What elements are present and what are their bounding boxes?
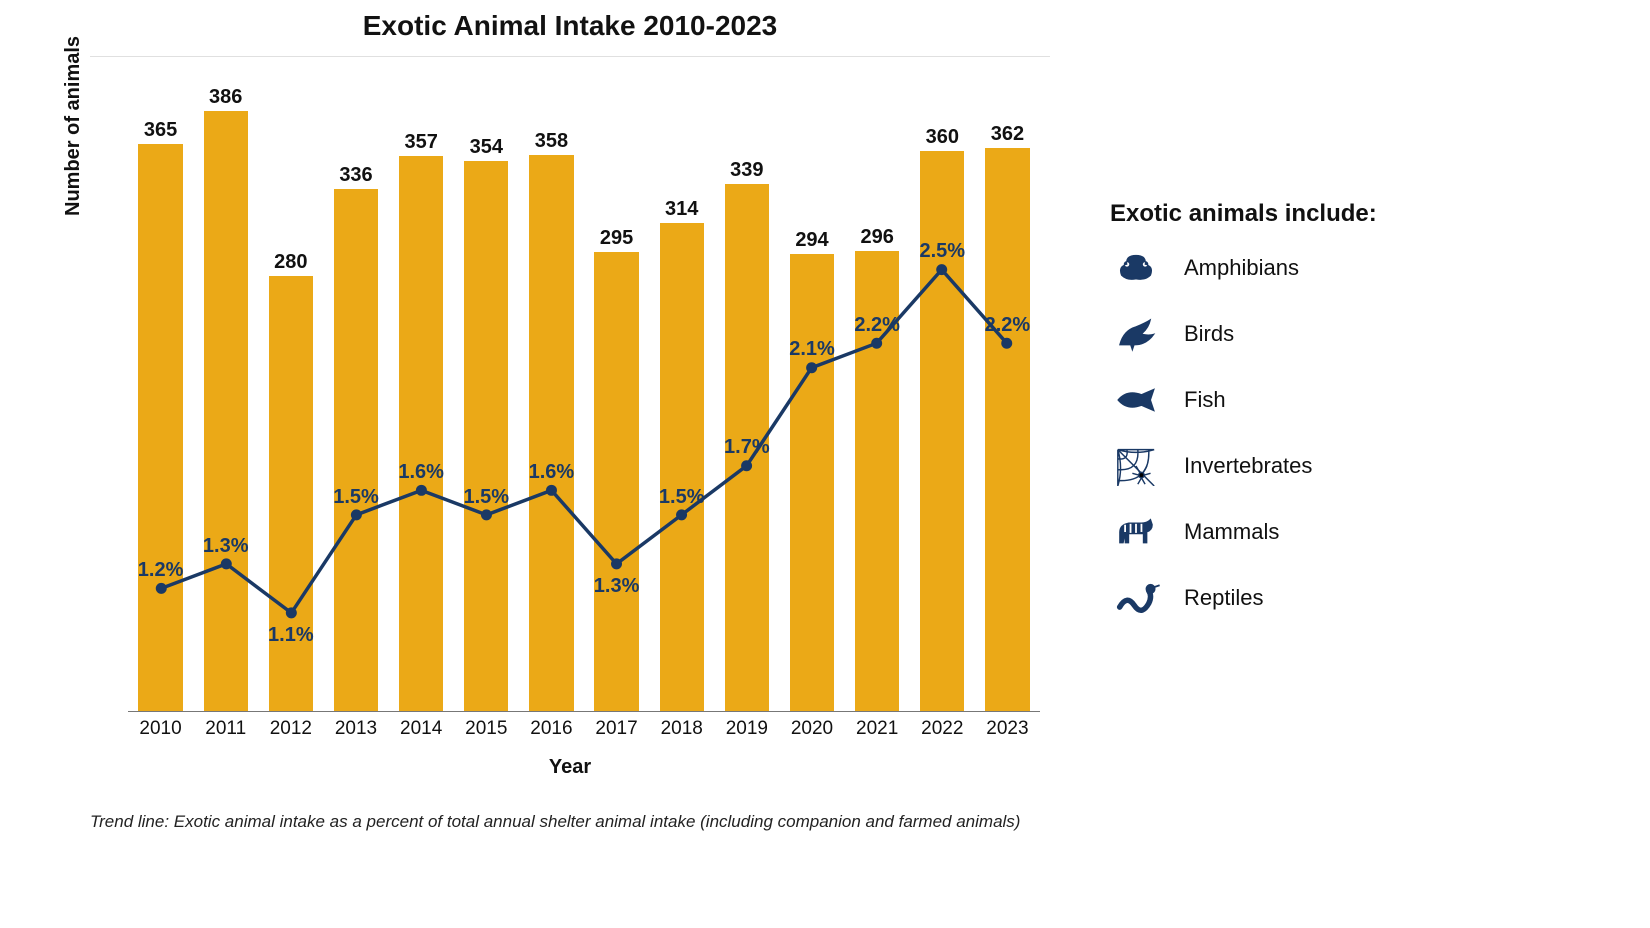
bar — [594, 252, 638, 711]
zebra-icon — [1110, 510, 1162, 554]
frog-icon — [1110, 246, 1162, 290]
web-icon — [1110, 444, 1162, 488]
bar-value-label: 386 — [209, 86, 242, 109]
bar-value-label: 314 — [665, 198, 698, 221]
legend-title: Exotic animals include: — [1110, 200, 1530, 228]
legend: Exotic animals include: Amphibians Birds F… — [1110, 200, 1530, 642]
legend-items: Amphibians Birds Fish Invertebrates Mammals R… — [1110, 246, 1530, 620]
bar — [985, 148, 1029, 711]
bar-value-label: 295 — [600, 227, 633, 250]
x-tick-label: 2015 — [465, 718, 507, 740]
chart-title: Exotic Animal Intake 2010-2023 — [90, 10, 1050, 42]
bar-value-label: 354 — [470, 136, 503, 159]
bar — [464, 161, 508, 711]
bar-value-label: 357 — [404, 131, 437, 154]
legend-item: Birds — [1110, 312, 1530, 356]
legend-item: Fish — [1110, 378, 1530, 422]
trend-pct-label: 2.2% — [985, 314, 1031, 337]
trend-pct-label: 1.7% — [724, 436, 770, 459]
legend-item: Invertebrates — [1110, 444, 1530, 488]
bar-value-label: 360 — [926, 126, 959, 149]
x-tick-label: 2021 — [856, 718, 898, 740]
y-axis-label: Number of animals — [62, 36, 85, 216]
x-tick-label: 2018 — [661, 718, 703, 740]
legend-item: Mammals — [1110, 510, 1530, 554]
trend-pct-label: 1.6% — [529, 461, 575, 484]
fish-icon — [1110, 378, 1162, 422]
trend-pct-label: 2.5% — [919, 240, 965, 263]
bar — [529, 155, 573, 711]
legend-label: Invertebrates — [1184, 453, 1312, 479]
bar — [399, 156, 443, 711]
x-tick-label: 2020 — [791, 718, 833, 740]
legend-label: Birds — [1184, 321, 1234, 347]
x-tick-label: 2013 — [335, 718, 377, 740]
trend-pct-label: 1.1% — [268, 624, 314, 647]
page: Exotic Animal Intake 2010-2023 Number of… — [0, 0, 1650, 928]
legend-item: Reptiles — [1110, 576, 1530, 620]
bar-value-label: 362 — [991, 123, 1024, 146]
x-tick-label: 2019 — [726, 718, 768, 740]
bar — [138, 144, 182, 711]
caption: Trend line: Exotic animal intake as a pe… — [90, 812, 1150, 832]
trend-pct-label: 2.2% — [854, 314, 900, 337]
plot-area: 3653862803363573543582953143392942963603… — [128, 98, 1040, 712]
bar-value-label: 294 — [795, 229, 828, 252]
x-tick-label: 2022 — [921, 718, 963, 740]
legend-label: Amphibians — [1184, 255, 1299, 281]
trend-pct-label: 1.3% — [203, 535, 249, 558]
bar-value-label: 339 — [730, 159, 763, 182]
legend-label: Fish — [1184, 387, 1226, 413]
bar-value-label: 358 — [535, 130, 568, 153]
bar — [334, 189, 378, 711]
x-tick-label: 2016 — [530, 718, 572, 740]
trend-line-layer — [128, 98, 1040, 711]
x-tick-label: 2012 — [270, 718, 312, 740]
legend-label: Reptiles — [1184, 585, 1263, 611]
bar — [790, 254, 834, 711]
x-tick-label: 2017 — [595, 718, 637, 740]
bar-value-label: 280 — [274, 251, 307, 274]
x-axis-label: Year — [90, 756, 1050, 779]
bar — [920, 151, 964, 711]
x-tick-label: 2011 — [205, 718, 246, 740]
x-tick-label: 2014 — [400, 718, 442, 740]
snake-icon — [1110, 576, 1162, 620]
bar — [204, 111, 248, 711]
x-tick-label: 2023 — [986, 718, 1028, 740]
trend-pct-label: 1.2% — [138, 559, 184, 582]
bar-value-label: 365 — [144, 119, 177, 142]
trend-pct-label: 1.5% — [463, 486, 509, 509]
trend-pct-label: 2.1% — [789, 338, 835, 361]
trend-pct-label: 1.5% — [659, 486, 705, 509]
trend-pct-label: 1.3% — [594, 575, 640, 598]
bar-value-label: 296 — [860, 226, 893, 249]
bar — [660, 223, 704, 711]
legend-item: Amphibians — [1110, 246, 1530, 290]
trend-pct-label: 1.6% — [398, 461, 444, 484]
x-tick-label: 2010 — [139, 718, 181, 740]
trend-pct-label: 1.5% — [333, 486, 379, 509]
chart-area: Number of animals 3653862803363573543582… — [90, 56, 1050, 766]
bird-icon — [1110, 312, 1162, 356]
legend-label: Mammals — [1184, 519, 1279, 545]
bar-value-label: 336 — [339, 164, 372, 187]
